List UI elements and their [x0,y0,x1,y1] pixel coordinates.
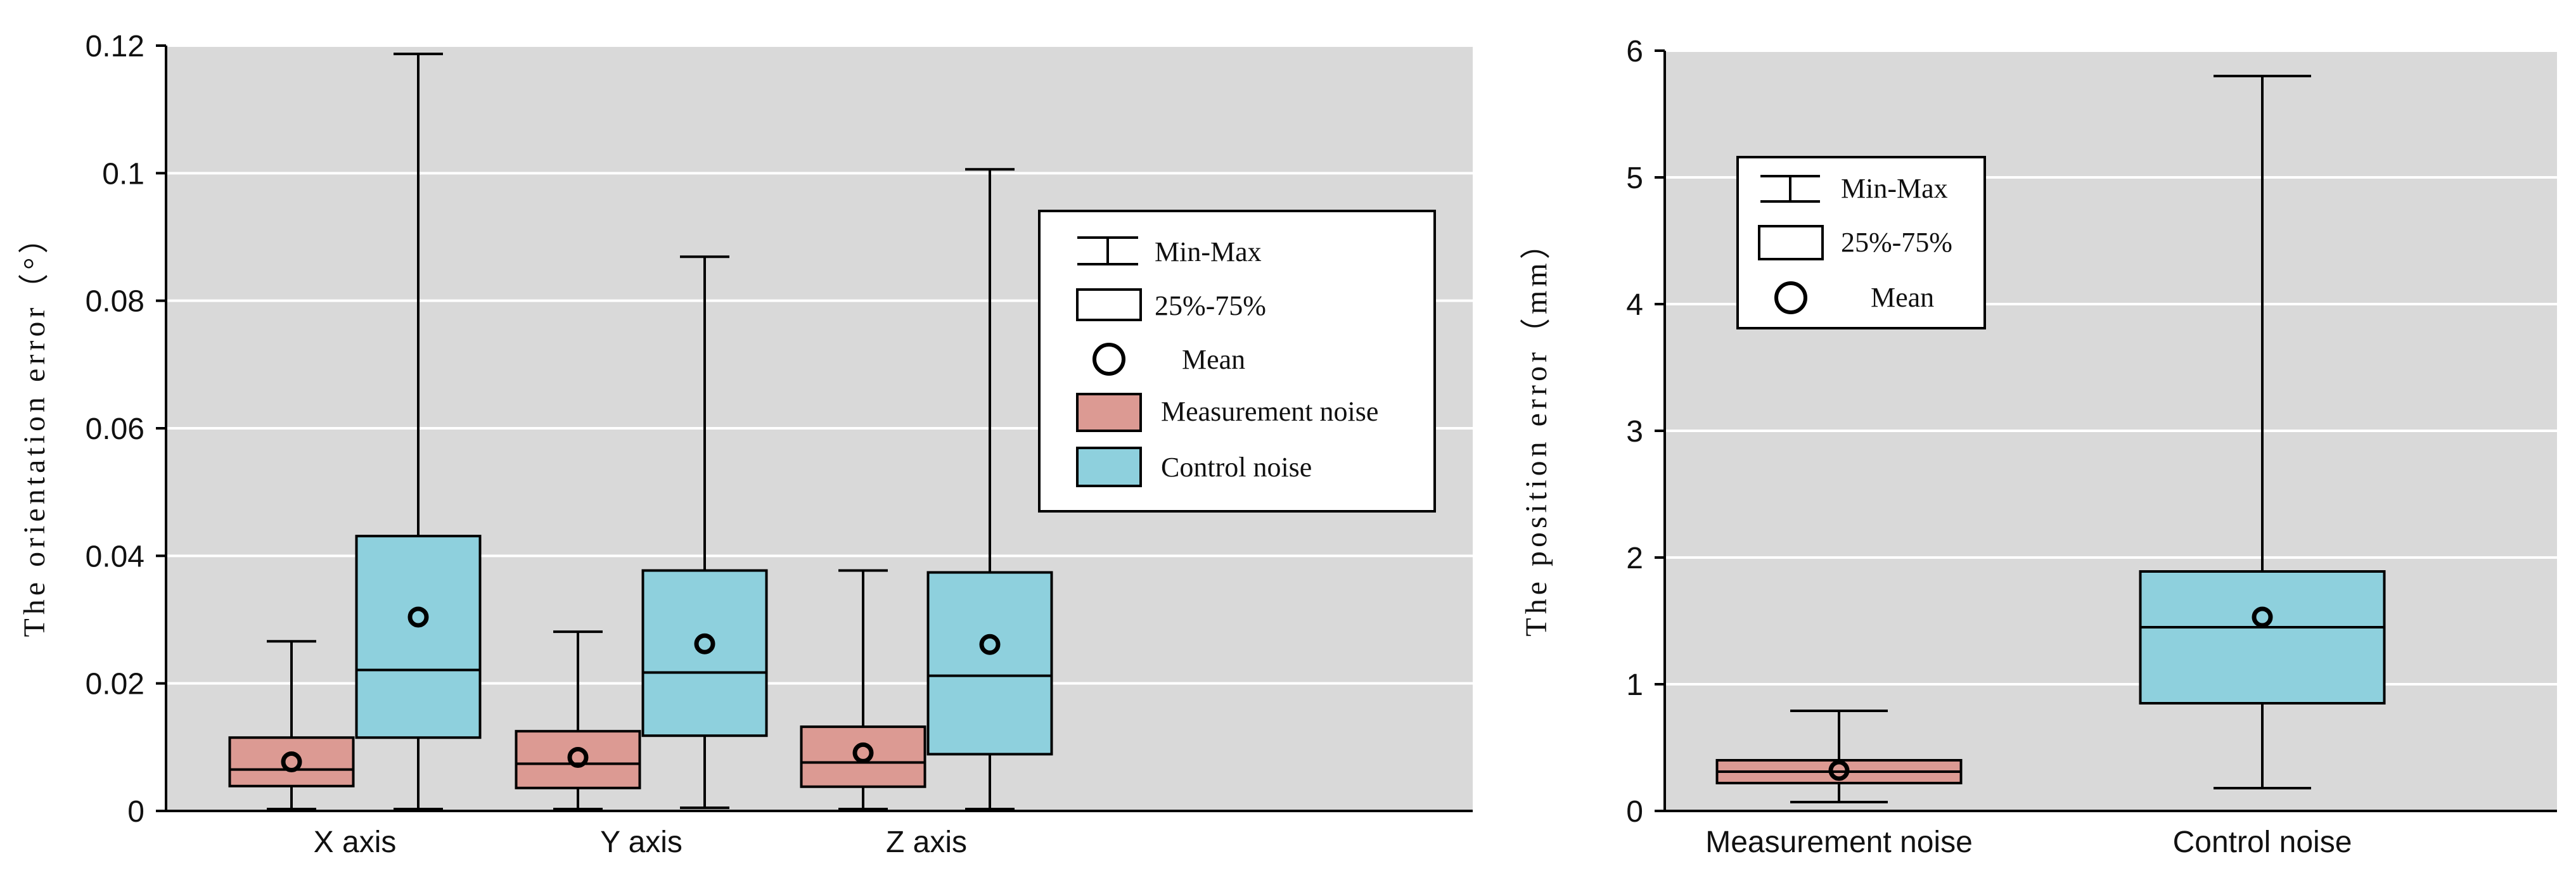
y-tick-label: 0.12 [86,30,144,63]
box-plot [926,168,1053,810]
legend-minmax-label: Min-Max [1841,173,1948,204]
y-tick-label: 0.06 [86,412,144,446]
box-plot [355,53,482,810]
legend-measurement-label: Measurement noise [1161,396,1378,427]
legend-iqr-label: 25%-75% [1841,227,1952,258]
mean-marker [694,633,715,654]
y-tick-label: 0.02 [86,668,144,701]
iqr-box [800,725,926,788]
orientation-error-chart: 0 0.02 0.04 0.06 0.08 0.1 0.12 X axis Y axis Z a… [18,30,1473,859]
legend-minmax-label: Min-Max [1155,236,1262,267]
y-tick-label: 0 [1626,795,1643,829]
iqr-box [515,730,641,789]
legend-mean-icon [1774,281,1807,314]
y-tick-label: 0.1 [102,157,144,191]
x-tick-label: Measurement noise [1705,826,1973,859]
box-plot [800,569,926,810]
mean-marker [979,634,1001,655]
iqr-box [926,571,1053,756]
y-tick-label: 5 [1626,162,1643,195]
y-tick-label: 4 [1626,288,1643,322]
y-ticks: 0 1 2 3 4 5 6 [1626,35,1665,829]
x-tick-label: X axis [314,826,397,859]
box-plot [1715,710,1963,803]
x-tick-label: Control noise [2173,826,2352,859]
box-plots [228,53,1053,810]
legend-minmax-icon [1760,175,1820,203]
mean-marker [281,751,302,772]
x-tick-label: Y axis [600,826,682,859]
y-tick-label: 0.04 [86,540,144,573]
x-tick-label: Z axis [886,826,967,859]
y-ticks: 0 0.02 0.04 0.06 0.08 0.1 0.12 [86,30,166,829]
legend-control-swatch [1076,447,1142,487]
legend-minmax-icon [1077,236,1138,265]
y-tick-label: 2 [1626,542,1643,575]
iqr-box [2139,570,2386,705]
legend-mean-label: Mean [1182,344,1245,375]
legend-measurement-swatch [1076,393,1142,432]
legend-mean-label: Mean [1871,282,1934,313]
mean-marker [407,606,429,628]
y-axis-label: The position error（mm） [1520,225,1553,636]
iqr-box [355,535,482,739]
mean-marker [1828,760,1850,781]
legend-iqr-icon [1758,225,1824,260]
box-plot [228,640,355,810]
y-axis-label: The orientation error（°） [18,219,51,637]
y-tick-label: 3 [1626,415,1643,449]
mean-marker [852,742,874,763]
box-plot [515,630,641,810]
iqr-box [228,736,355,788]
y-tick-label: 0.08 [86,285,144,319]
mean-marker [2252,606,2273,628]
position-error-chart: 0 1 2 3 4 5 6 Measurement noise Control noise T… [1520,35,2557,859]
legend-iqr-icon [1076,288,1142,321]
x-tick-labels: X axis Y axis Z axis [314,826,967,859]
x-tick-labels: Measurement noise Control noise [1705,826,2352,859]
mean-marker [567,746,589,768]
y-tick-label: 1 [1626,668,1643,702]
y-tick-label: 6 [1626,35,1643,68]
legend: Min-Max 25%-75% Mean Measurement noise C… [1038,210,1436,513]
legend: Min-Max 25%-75% Mean [1736,156,1986,329]
box-plot [2139,75,2386,789]
legend-iqr-label: 25%-75% [1155,290,1266,321]
y-tick-label: 0 [127,795,144,829]
box-plot [641,255,768,809]
legend-mean-icon [1093,343,1125,376]
box-plots [1715,75,2386,803]
legend-control-label: Control noise [1161,452,1312,483]
